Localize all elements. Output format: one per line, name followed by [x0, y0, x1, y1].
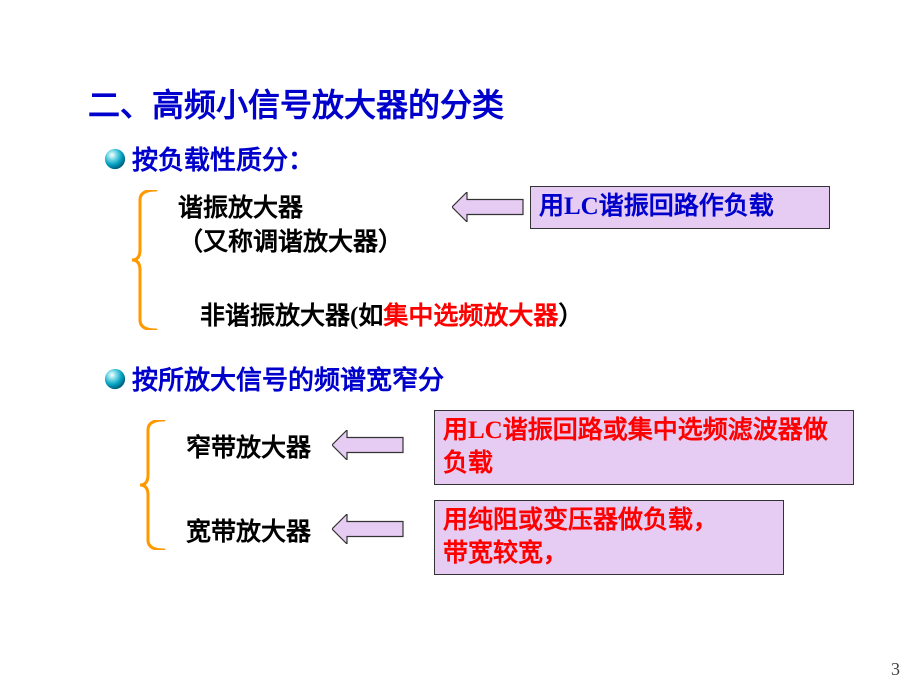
section1-item2-highlight: 集中选频放大器	[383, 303, 558, 330]
section2-item2: 宽带放大器	[186, 516, 311, 550]
section2-heading-text: 按所放大信号的频谱宽窄分	[132, 360, 444, 397]
section1-item2-prefix: 非谐振放大器(如	[200, 303, 383, 330]
section1-item1: 谐振放大器 （又称调谐放大器）	[178, 192, 403, 260]
section2-heading: 按所放大信号的频谱宽窄分	[104, 360, 444, 397]
sphere-bullet-icon	[104, 148, 126, 170]
section2-brace-icon	[140, 420, 166, 550]
section2-item1: 窄带放大器	[186, 432, 311, 466]
section2-callout2: 用纯阻或变压器做负载， 带宽较宽，	[434, 500, 784, 575]
sphere-bullet-icon	[104, 368, 126, 390]
section1-item1-line1: 谐振放大器	[178, 195, 303, 222]
section2-callout1: 用LC谐振回路或集中选频滤波器做负载	[434, 410, 854, 485]
section1-callout1: 用LC谐振回路作负载	[530, 186, 830, 229]
section1-item1-line2: （又称调谐放大器）	[178, 229, 403, 256]
page-title: 二、高频小信号放大器的分类	[88, 80, 504, 126]
section2-arrow1-icon	[332, 430, 404, 460]
section1-heading: 按负载性质分：	[104, 140, 314, 177]
section1-arrow-icon	[452, 192, 524, 222]
section1-brace-icon	[132, 190, 158, 330]
section2-arrow2-icon	[332, 514, 404, 544]
section1-item2-suffix: ）	[558, 303, 583, 330]
page-number: 3	[891, 659, 900, 680]
section1-heading-text: 按负载性质分：	[132, 140, 314, 177]
section1-item2: 非谐振放大器(如集中选频放大器）	[200, 300, 583, 334]
